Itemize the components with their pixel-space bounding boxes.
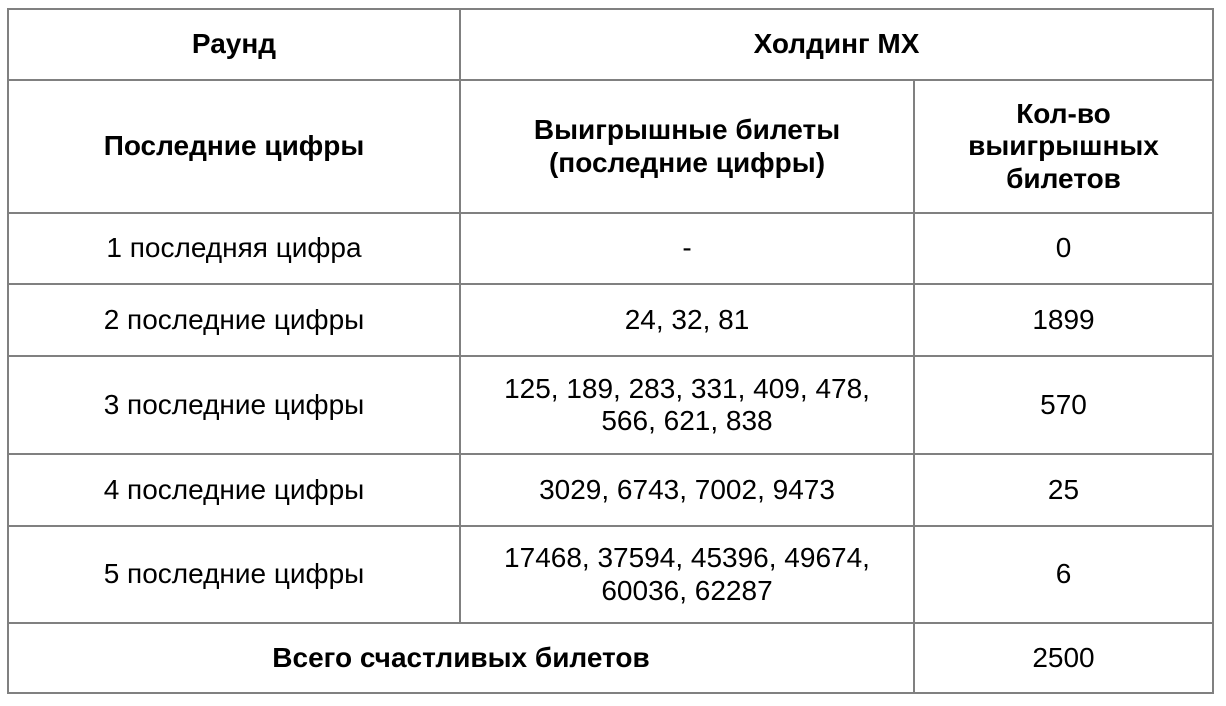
count-cell: 570 [913,355,1214,455]
digits-cell: 1 последняя цифра [7,212,461,285]
round-value-cell: Холдинг МХ [459,8,1214,81]
digits-cell: 3 последние цифры [7,355,461,455]
digits-cell: 5 последние цифры [7,525,461,624]
total-label-cell: Всего счастливых билетов [7,622,915,694]
tickets-cell: 125, 189, 283, 331, 409, 478, 566, 621, … [459,355,915,455]
round-header-row: Раунд Холдинг МХ [7,8,1214,81]
total-row: Всего счастливых билетов 2500 [7,622,1214,694]
digits-cell: 4 последние цифры [7,453,461,527]
table-row: 1 последняя цифра - 0 [7,212,1214,285]
count-cell: 25 [913,453,1214,527]
table-row: 2 последние цифры 24, 32, 81 1899 [7,283,1214,357]
count-cell: 6 [913,525,1214,624]
digits-cell: 2 последние цифры [7,283,461,357]
col-header-last-digits: Последние цифры [7,79,461,214]
col-header-winning-tickets: Выигрышные билеты (последние цифры) [459,79,915,214]
tickets-cell: 24, 32, 81 [459,283,915,357]
column-header-row: Последние цифры Выигрышные билеты (после… [7,79,1214,214]
count-cell: 0 [913,212,1214,285]
table-row: 4 последние цифры 3029, 6743, 7002, 9473… [7,453,1214,527]
tickets-cell: 17468, 37594, 45396, 49674, 60036, 62287 [459,525,915,624]
total-count-cell: 2500 [913,622,1214,694]
round-label-cell: Раунд [7,8,461,81]
table-row: 5 последние цифры 17468, 37594, 45396, 4… [7,525,1214,624]
count-cell: 1899 [913,283,1214,357]
tickets-cell: 3029, 6743, 7002, 9473 [459,453,915,527]
tickets-cell: - [459,212,915,285]
lottery-table-container: Раунд Холдинг МХ Последние цифры Выигрыш… [7,8,1214,694]
col-header-winning-count: Кол-во выигрышных билетов [913,79,1214,214]
table-row: 3 последние цифры 125, 189, 283, 331, 40… [7,355,1214,455]
lottery-results-table: Раунд Холдинг МХ Последние цифры Выигрыш… [7,8,1214,694]
